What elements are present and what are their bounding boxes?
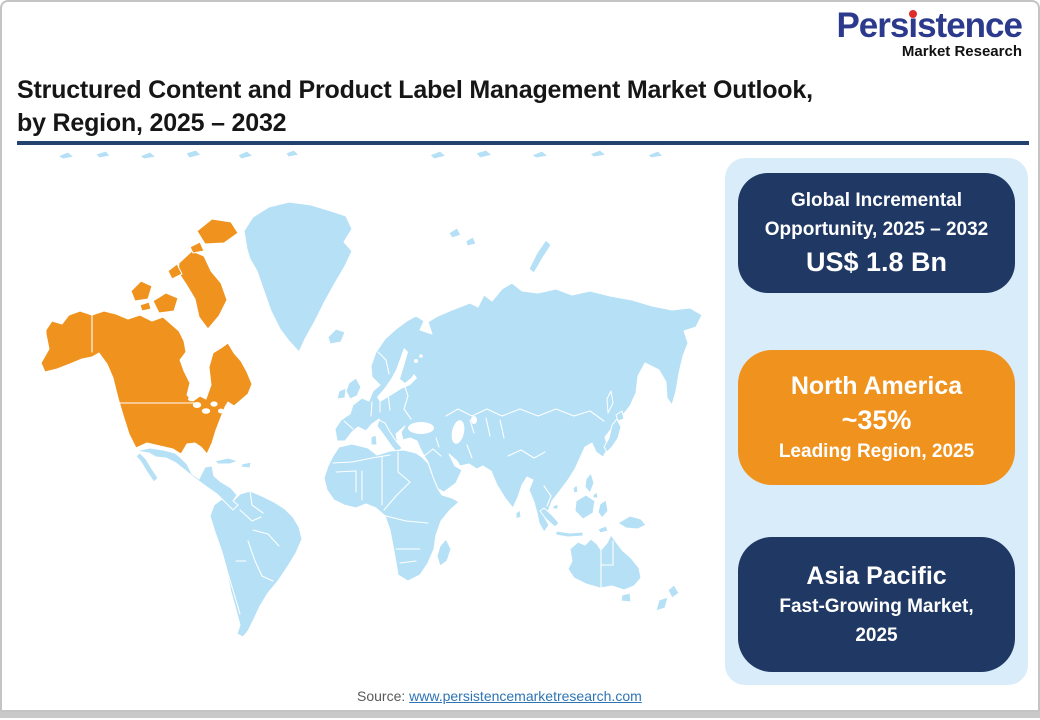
sri-lanka	[515, 509, 522, 520]
page-title: Structured Content and Product Label Man…	[17, 74, 1017, 140]
brand-logo: Persistence Market Research	[836, 6, 1023, 60]
borneo	[574, 494, 596, 520]
africa	[323, 443, 460, 582]
great-lakes	[188, 396, 224, 414]
arctic-fragments	[57, 149, 664, 160]
australia	[567, 534, 642, 591]
asia-pacific-subtitle-line-1: Fast-Growing Market,	[779, 595, 974, 617]
madagascar	[436, 538, 452, 567]
card-global-opportunity: Global Incremental Opportunity, 2025 – 2…	[738, 173, 1015, 293]
philippines	[584, 472, 595, 494]
japan	[603, 418, 622, 453]
north-america-subtitle: Leading Region, 2025	[778, 440, 975, 462]
united-kingdom	[345, 377, 362, 400]
caspian-sea	[451, 420, 465, 444]
global-opportunity-value: US$ 1.8 Bn	[805, 247, 948, 277]
country-borders	[215, 351, 614, 615]
sakhalin	[606, 390, 614, 414]
cuba	[214, 457, 239, 465]
greenland	[243, 201, 353, 353]
title-line-1: Structured Content and Product Label Man…	[17, 76, 813, 104]
card-north-america: North America ~35% Leading Region, 2025	[738, 350, 1015, 485]
aral-sea	[471, 416, 477, 424]
title-line-2: by Region, 2025 – 2032	[17, 109, 287, 137]
sumatra	[539, 507, 560, 528]
source-label: Source:	[357, 688, 410, 704]
mexico-central-america	[135, 447, 239, 511]
north-america-title: North America	[790, 371, 963, 400]
asia-pacific-title: Asia Pacific	[806, 561, 947, 590]
north-america-share-value: ~35%	[841, 404, 912, 435]
baltic-sea	[377, 348, 417, 402]
eurasia	[334, 282, 703, 533]
title-underline	[17, 141, 1029, 145]
black-sea	[408, 422, 434, 434]
seas-and-lakes	[377, 348, 477, 444]
brand-text-post: stence	[917, 6, 1023, 45]
tasmania	[620, 592, 632, 603]
brand-tagline: Market Research	[901, 43, 1022, 60]
stats-panel: Global Incremental Opportunity, 2025 – 2…	[725, 158, 1028, 685]
global-opportunity-label-line-1: Global Incremental	[790, 190, 963, 211]
brand-letter-i-red-dot: i	[908, 6, 918, 45]
asia-pacific-subtitle-line-2: 2025	[855, 624, 898, 646]
bottom-strip	[0, 712, 1040, 718]
source-note: Source: www.persistencemarketresearch.co…	[357, 688, 642, 704]
baffin-island	[177, 250, 228, 330]
new-guinea	[617, 515, 647, 530]
brand-wordmark: Persistence	[836, 6, 1023, 45]
source-link[interactable]: www.persistencemarketresearch.com	[409, 688, 642, 704]
world-map	[25, 148, 715, 665]
global-opportunity-label-line-2: Opportunity, 2025 – 2032	[764, 219, 989, 240]
usa-canada-mainland	[40, 310, 253, 455]
ireland	[336, 387, 347, 400]
iceland	[327, 328, 346, 345]
brand-text-pre: Pers	[836, 6, 909, 45]
region-north-america	[40, 218, 253, 455]
taiwan	[572, 484, 579, 494]
card-asia-pacific: Asia Pacific Fast-Growing Market, 2025	[738, 537, 1015, 672]
java	[555, 530, 584, 538]
baja-california	[135, 452, 159, 483]
sulawesi	[597, 499, 609, 519]
region-rest-of-world	[135, 201, 703, 638]
new-zealand	[667, 584, 680, 599]
